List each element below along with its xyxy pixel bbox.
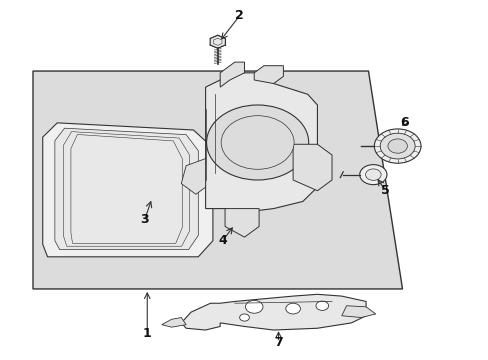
Circle shape xyxy=(221,116,293,169)
Polygon shape xyxy=(224,208,259,237)
Text: 2: 2 xyxy=(235,9,244,22)
Text: 5: 5 xyxy=(380,184,389,197)
Circle shape xyxy=(315,301,328,310)
Text: 7: 7 xyxy=(274,336,283,349)
Polygon shape xyxy=(33,71,402,289)
Circle shape xyxy=(379,133,414,159)
Circle shape xyxy=(359,165,386,185)
Text: 4: 4 xyxy=(218,234,226,247)
Polygon shape xyxy=(55,128,198,249)
Circle shape xyxy=(245,300,263,313)
Text: 6: 6 xyxy=(400,116,408,129)
Polygon shape xyxy=(162,318,186,327)
Polygon shape xyxy=(205,73,317,212)
Circle shape xyxy=(206,105,308,180)
Polygon shape xyxy=(254,66,283,84)
Polygon shape xyxy=(42,123,212,257)
Circle shape xyxy=(373,129,420,163)
Text: 3: 3 xyxy=(140,213,149,226)
Polygon shape xyxy=(181,294,366,330)
Polygon shape xyxy=(210,35,225,48)
Circle shape xyxy=(387,139,407,153)
Polygon shape xyxy=(181,158,205,194)
Text: 1: 1 xyxy=(142,327,151,340)
Circle shape xyxy=(239,314,249,321)
Polygon shape xyxy=(220,62,244,87)
Polygon shape xyxy=(292,144,331,191)
Polygon shape xyxy=(341,306,375,318)
Circle shape xyxy=(285,303,300,314)
Circle shape xyxy=(365,169,380,180)
